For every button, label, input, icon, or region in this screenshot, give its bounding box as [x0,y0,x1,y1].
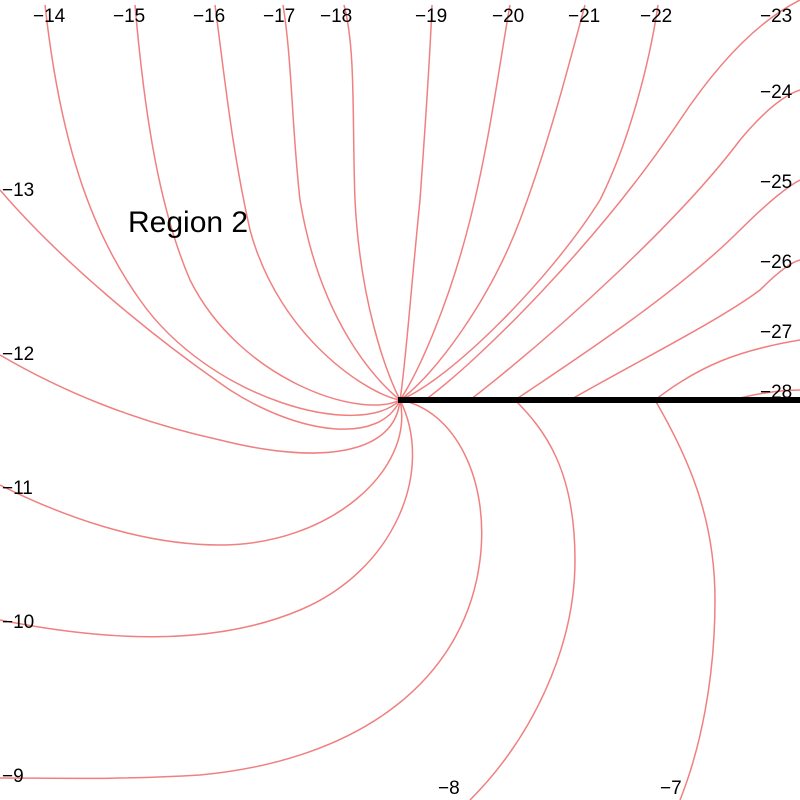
contour-label-23: −23 [760,6,792,27]
contour-label-22: −22 [640,6,672,27]
contour-curve-8 [469,399,576,800]
contour-curve-25 [514,179,800,401]
contour-label-7: −7 [660,778,682,799]
contour-label-26: −26 [760,252,792,273]
contour-curve-19 [399,4,433,401]
contour-curve-24 [469,89,800,401]
contour-label-25: −25 [760,172,792,193]
contour-curve-10 [0,399,414,638]
contour-curve-17 [282,4,401,401]
contour-curve-20 [399,4,511,401]
contour-curve-28 [739,389,800,399]
contour-label-14: −14 [33,6,66,27]
contour-curve-22 [399,4,659,401]
contour-curve-9 [0,399,483,780]
contour-curve-14 [44,4,401,417]
contour-label-11: −11 [2,478,33,499]
contour-curve-21 [399,4,586,401]
contour-curve-13 [0,189,401,430]
contour-label-18: −18 [320,6,352,27]
contour-label-21: −21 [568,6,600,27]
contour-label-17: −17 [263,6,295,27]
contour-labels: −14 −15 −16 −17 −18 −19 −20 −21 −22 −23 … [2,6,793,799]
contour-curve-23 [424,0,800,401]
contour-label-27: −27 [760,322,792,343]
contour-label-24: −24 [760,82,793,103]
contour-label-28: −28 [760,382,792,403]
contour-label-16: −16 [193,6,225,27]
contour-curve-11 [0,399,403,546]
contour-curve-15 [134,4,401,406]
contour-label-15: −15 [113,6,145,27]
contour-curve-12 [0,354,401,454]
contour-curve-7 [654,399,716,800]
contour-curve-18 [343,4,401,401]
contour-label-12: −12 [2,344,34,365]
contour-label-8: −8 [438,778,460,799]
contour-label-20: −20 [492,6,524,27]
contour-label-10: −10 [2,612,34,633]
region-label: Region 2 [128,206,248,239]
contour-curve-16 [214,4,401,401]
contour-label-19: −19 [415,6,447,27]
contour-curve-27 [654,339,800,401]
contour-curve-26 [569,259,800,401]
contour-label-13: −13 [2,180,34,201]
contour-label-9: −9 [2,766,24,787]
